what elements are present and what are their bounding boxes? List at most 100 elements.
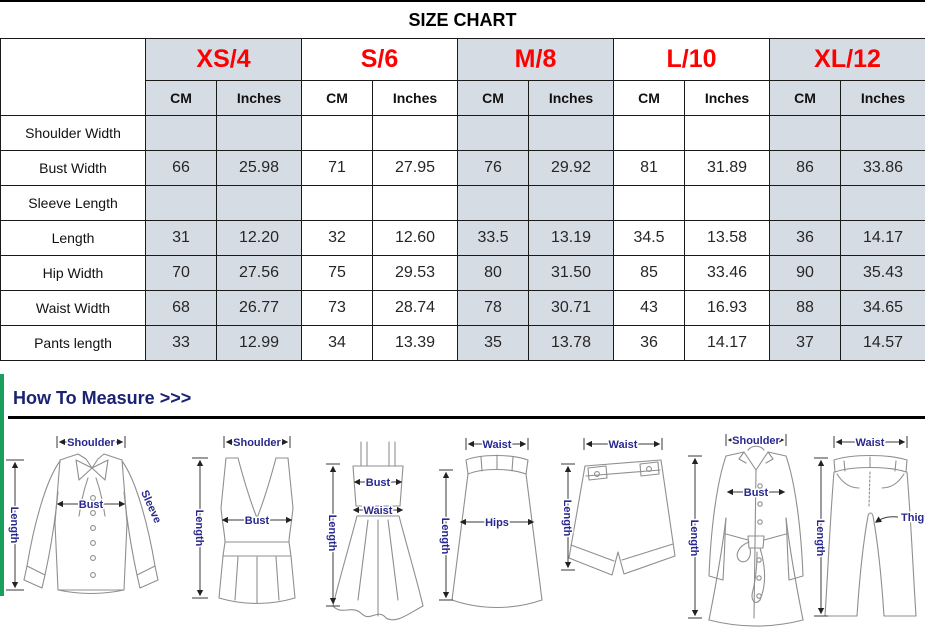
unit-header: Inches bbox=[372, 80, 459, 116]
value-cell bbox=[840, 115, 925, 151]
value-cell: 16.93 bbox=[684, 290, 771, 326]
value-cell bbox=[528, 185, 615, 221]
value-cell: 28.74 bbox=[372, 290, 459, 326]
value-cell: 13.39 bbox=[372, 325, 459, 361]
value-cell: 78 bbox=[457, 290, 530, 326]
blouse-length-label: Length bbox=[8, 507, 20, 544]
table-row: Shoulder Width bbox=[0, 115, 925, 151]
value-cell: 25.98 bbox=[215, 150, 303, 186]
unit-header: Inches bbox=[684, 80, 771, 116]
value-cell bbox=[769, 185, 842, 221]
value-cell: 12.20 bbox=[215, 220, 303, 256]
dress-bust-label: Bust bbox=[366, 477, 391, 489]
value-cell bbox=[372, 185, 459, 221]
row-label: Bust Width bbox=[0, 150, 146, 186]
value-cell: 33.5 bbox=[457, 220, 530, 256]
value-cell: 31 bbox=[145, 220, 217, 256]
blouse-diagram: Shoulder Bust Sleeve Length bbox=[6, 436, 165, 595]
size-header: S/6 bbox=[301, 38, 459, 81]
row-label: Sleeve Length bbox=[0, 185, 146, 221]
value-cell: 36 bbox=[613, 325, 686, 361]
value-cell: 31.50 bbox=[528, 255, 615, 291]
value-cell bbox=[840, 185, 925, 221]
value-cell bbox=[769, 115, 842, 151]
row-label: Hip Width bbox=[0, 255, 146, 291]
unit-header: Inches bbox=[528, 80, 615, 116]
value-cell: 43 bbox=[613, 290, 686, 326]
value-cell: 76 bbox=[457, 150, 530, 186]
value-cell bbox=[215, 115, 303, 151]
shorts-outline bbox=[568, 459, 676, 576]
value-cell: 26.77 bbox=[215, 290, 303, 326]
green-accent-bar bbox=[0, 374, 4, 596]
table-row: Length 31 12.20 32 12.60 33.5 13.19 34.5 13.58 36… bbox=[0, 220, 925, 256]
value-cell bbox=[528, 115, 615, 151]
value-cell bbox=[301, 115, 374, 151]
skirt-length-label: Length bbox=[439, 518, 451, 555]
coat-diagram: Shoulder Bust Length bbox=[687, 434, 804, 627]
coat-outline bbox=[708, 445, 804, 627]
dress-diagram: Bust Waist Length bbox=[325, 441, 424, 621]
corner-cell bbox=[0, 38, 146, 116]
tank-bust-label: Bust bbox=[245, 515, 270, 527]
row-label: Length bbox=[0, 220, 146, 256]
value-cell: 37 bbox=[769, 325, 842, 361]
value-cell: 29.92 bbox=[528, 150, 615, 186]
table-row: Hip Width 70 27.56 75 29.53 80 31.50 85 33.46 90 3… bbox=[0, 255, 925, 291]
shorts-length-label: Length bbox=[561, 500, 573, 537]
value-cell: 34.5 bbox=[613, 220, 686, 256]
coat-shoulder-label: Shoulder bbox=[732, 435, 780, 447]
blouse-outline bbox=[23, 453, 159, 595]
skirt-hips-label: Hips bbox=[485, 517, 509, 529]
unit-header: CM bbox=[457, 80, 530, 116]
value-cell: 34 bbox=[301, 325, 374, 361]
unit-header: CM bbox=[301, 80, 374, 116]
table-row: Waist Width 68 26.77 73 28.74 78 30.71 43 16.93 8… bbox=[0, 290, 925, 326]
skirt-diagram: Waist Hips Length bbox=[438, 438, 543, 609]
value-cell: 90 bbox=[769, 255, 842, 291]
value-cell: 86 bbox=[769, 150, 842, 186]
skirt-waist-label: Waist bbox=[483, 439, 512, 451]
pants-thigh-dimension bbox=[874, 516, 899, 523]
blouse-bust-label: Bust bbox=[79, 499, 104, 511]
value-cell bbox=[457, 185, 530, 221]
value-cell bbox=[457, 115, 530, 151]
value-cell: 75 bbox=[301, 255, 374, 291]
value-cell: 14.17 bbox=[840, 220, 925, 256]
unit-header: Inches bbox=[215, 80, 303, 116]
size-chart-table: XS/4 S/6 M/8 L/10 XL/12 CM Inches CM Inches CM Inc… bbox=[0, 38, 925, 361]
table-row: Bust Width 66 25.98 71 27.95 76 29.92 81 31.89 86… bbox=[0, 150, 925, 186]
value-cell: 31.89 bbox=[684, 150, 771, 186]
value-cell: 13.78 bbox=[528, 325, 615, 361]
value-cell: 70 bbox=[145, 255, 217, 291]
value-cell: 14.57 bbox=[840, 325, 925, 361]
pants-length-label: Length bbox=[814, 520, 826, 557]
dress-waist-label: Waist bbox=[364, 505, 393, 517]
skirt-outline bbox=[451, 454, 543, 609]
pants-outline bbox=[824, 455, 917, 617]
value-cell: 35.43 bbox=[840, 255, 925, 291]
tank-length-label: Length bbox=[193, 510, 205, 547]
value-cell: 33.86 bbox=[840, 150, 925, 186]
value-cell: 66 bbox=[145, 150, 217, 186]
unit-header: CM bbox=[613, 80, 686, 116]
value-cell: 27.56 bbox=[215, 255, 303, 291]
value-cell: 80 bbox=[457, 255, 530, 291]
pants-waist-label: Waist bbox=[856, 437, 885, 449]
value-cell: 30.71 bbox=[528, 290, 615, 326]
value-cell bbox=[215, 185, 303, 221]
value-cell bbox=[145, 115, 217, 151]
unit-header: CM bbox=[145, 80, 217, 116]
row-label: Shoulder Width bbox=[0, 115, 146, 151]
tank-top-outline bbox=[218, 457, 296, 604]
value-cell: 73 bbox=[301, 290, 374, 326]
value-cell: 12.60 bbox=[372, 220, 459, 256]
value-cell: 12.99 bbox=[215, 325, 303, 361]
measure-diagrams: Shoulder Bust Sleeve Length bbox=[0, 428, 925, 628]
value-cell bbox=[372, 115, 459, 151]
coat-length-label: Length bbox=[688, 520, 700, 557]
value-cell bbox=[613, 115, 686, 151]
unit-header: CM bbox=[769, 80, 842, 116]
value-cell: 27.95 bbox=[372, 150, 459, 186]
pants-thigh-label: Thigh bbox=[901, 512, 925, 524]
